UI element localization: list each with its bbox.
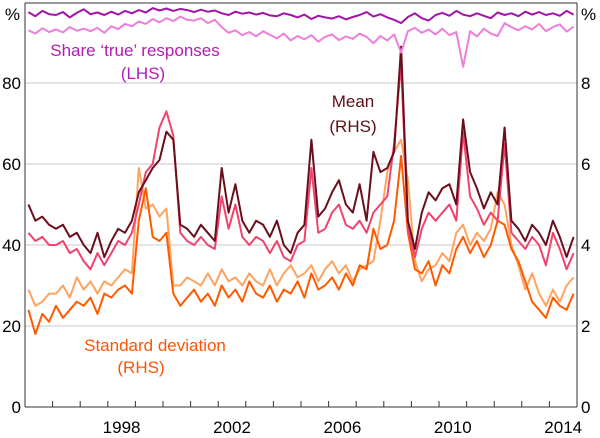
right-tick-label: 0: [581, 398, 590, 417]
left-axis-unit: %: [5, 5, 20, 24]
right-tick-label: 8: [581, 74, 590, 93]
share-axis-label: (LHS): [121, 64, 165, 83]
left-tick-label: 0: [12, 398, 21, 417]
left-tick-label: 20: [2, 317, 21, 336]
x-tick-label: 2002: [213, 418, 251, 437]
series-lines: [27, 7, 575, 336]
left-y-axis: % 0 20 40 60 80: [2, 5, 21, 417]
mean-label: Mean: [332, 92, 375, 111]
x-tick-label: 2014: [544, 418, 582, 437]
x-axis: 1998 2002 2006 2010 2014: [52, 401, 582, 437]
series-line-share-0: [27, 7, 575, 25]
left-tick-label: 80: [2, 74, 21, 93]
x-tick-label: 2006: [323, 418, 361, 437]
series-line-share-1: [27, 15, 575, 68]
left-tick-label: 60: [2, 155, 21, 174]
mean-annotation: Mean (RHS): [329, 92, 376, 136]
right-axis-unit: %: [581, 5, 596, 24]
sd-annotation: Standard deviation (RHS): [84, 336, 226, 377]
right-y-axis: % 0 2 4 6 8: [581, 5, 596, 417]
right-tick-label: 4: [581, 236, 590, 255]
series-line-mean-3: [27, 61, 575, 271]
right-tick-label: 6: [581, 155, 590, 174]
sd-label: Standard deviation: [84, 336, 226, 355]
series-line-sd-5: [27, 138, 575, 307]
mean-axis-label: (RHS): [329, 117, 376, 136]
x-tick-label: 1998: [103, 418, 141, 437]
series-line-sd-4: [27, 154, 575, 336]
left-tick-label: 40: [2, 236, 21, 255]
share-label: Share ‘true’ responses: [50, 41, 219, 60]
share-annotation: Share ‘true’ responses (LHS): [50, 41, 219, 83]
x-tick-label: 2010: [434, 418, 472, 437]
sd-axis-label: (RHS): [117, 358, 164, 377]
right-tick-label: 2: [581, 317, 590, 336]
series-line-mean-2: [27, 45, 575, 259]
